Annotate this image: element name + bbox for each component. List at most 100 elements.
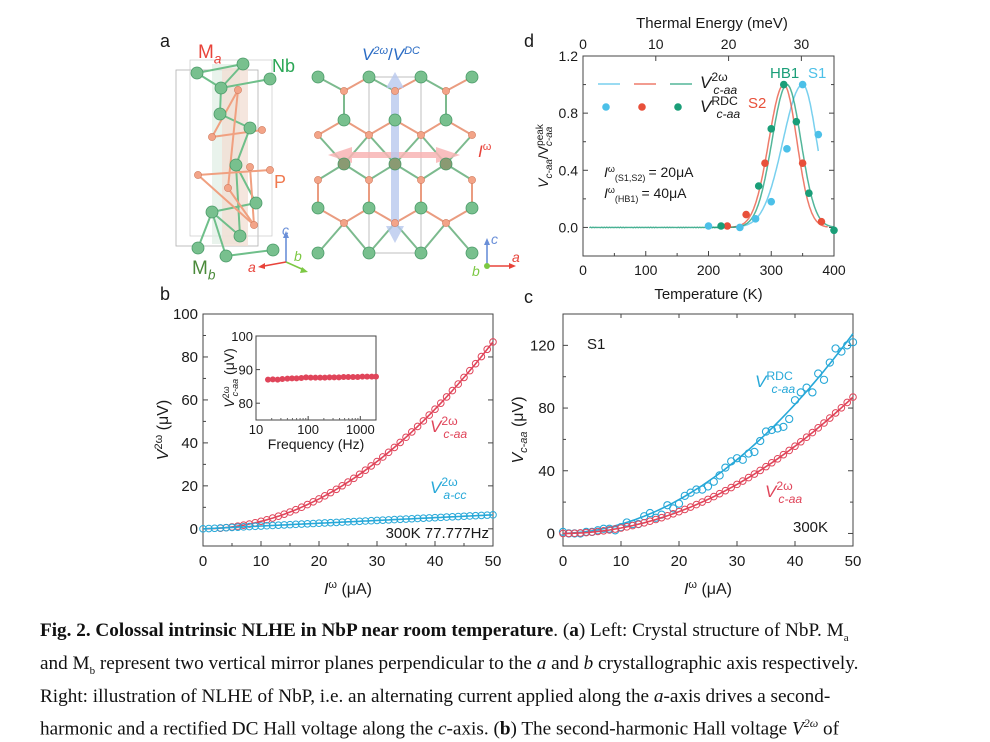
nb-bond xyxy=(225,249,274,257)
inset-y-axis-label: V2ωc-aa (μV) xyxy=(221,348,240,408)
axis-a-label: a xyxy=(248,259,256,275)
nb-atom xyxy=(362,70,376,84)
caption-text: harmonic and a rectified DC Hall voltage… xyxy=(40,718,439,740)
inset-data-point xyxy=(354,373,361,380)
label-main: V xyxy=(700,97,713,116)
data-point-2w xyxy=(744,473,753,482)
y-tick-label: 40 xyxy=(538,463,555,480)
data-point xyxy=(384,516,393,524)
data-point xyxy=(367,462,376,470)
x-tick-label: 0 xyxy=(199,553,207,570)
caption-sup: 2ω xyxy=(803,715,819,730)
p-atom xyxy=(250,221,258,229)
p-atom xyxy=(442,219,450,227)
data-point-hb1 xyxy=(830,226,838,235)
label-main: V xyxy=(510,452,527,464)
data-point-2w xyxy=(634,520,643,529)
data-point-rdc xyxy=(756,436,765,446)
inset-data-point xyxy=(298,375,305,381)
label-part: / xyxy=(388,45,393,64)
axis-c-head xyxy=(283,231,289,238)
label-mirror-mb-text: Mb xyxy=(192,258,216,283)
label-slash: /V xyxy=(535,145,551,159)
inset-data-point xyxy=(373,373,379,380)
axis-b-head xyxy=(300,267,308,273)
nb-atom xyxy=(465,246,479,260)
label-sup: 2ω xyxy=(153,434,165,449)
data-point-s2 xyxy=(723,222,732,230)
data-point-2w xyxy=(565,529,573,538)
data-point-s1 xyxy=(704,222,713,230)
label-part: 2ω xyxy=(372,45,388,57)
data-point-2w xyxy=(762,462,770,471)
y-axis-label: Vc-aa (μV) xyxy=(510,396,530,463)
data-point xyxy=(442,393,451,401)
data-point-rdc xyxy=(558,527,568,537)
nb-atom xyxy=(311,70,325,84)
data-point xyxy=(344,518,352,526)
data-point-rdc xyxy=(808,388,817,397)
data-point xyxy=(199,525,207,533)
fit-line-a-cc xyxy=(202,514,494,530)
label-sup: peak xyxy=(535,123,546,146)
nb-atom xyxy=(414,70,428,84)
label-main: V xyxy=(430,478,443,497)
annotation-conditions: 300K 77.777Hz xyxy=(386,525,489,542)
series-label-c-aa-text: V2ω c-aa xyxy=(430,414,467,441)
legend-label-rdc: VRDC c-aa xyxy=(700,94,740,121)
data-point-2w xyxy=(814,424,823,432)
data-point-2w xyxy=(797,437,805,446)
nb-atom xyxy=(388,157,402,171)
data-point-rdc xyxy=(819,375,829,384)
label-sub: c-aa xyxy=(778,492,802,506)
p-atom xyxy=(266,166,274,174)
data-point-2w xyxy=(582,528,591,537)
data-point xyxy=(361,466,370,475)
caption-title: Fig. 2. Colossal intrinsic NLHE in NbP n… xyxy=(40,620,554,641)
data-point-rdc xyxy=(814,369,823,378)
data-point xyxy=(355,470,364,479)
data-point-2w xyxy=(594,527,602,536)
p-bond xyxy=(249,166,255,226)
data-point-2w xyxy=(623,523,631,531)
data-point xyxy=(489,511,497,519)
nb-atom xyxy=(214,81,228,95)
data-point xyxy=(396,515,405,524)
label-sup: ω xyxy=(688,579,697,591)
p-atom xyxy=(468,176,476,184)
data-point-rdc xyxy=(790,396,800,405)
label-main: V xyxy=(765,482,778,501)
nb-atom xyxy=(236,57,250,71)
label-sub: a xyxy=(214,52,222,67)
axis-b-label: b xyxy=(472,263,480,279)
data-point xyxy=(419,514,428,523)
series-label-hb1: HB1 xyxy=(770,65,799,82)
data-point-rdc xyxy=(796,388,805,397)
x-tick-label: 200 xyxy=(697,262,721,278)
data-point xyxy=(390,443,399,452)
data-point xyxy=(448,386,457,395)
caption-italic: V xyxy=(792,718,804,740)
data-point-rdc xyxy=(732,454,742,463)
x-tick-label: 20 xyxy=(671,553,688,570)
label-main: V xyxy=(155,448,172,460)
data-point xyxy=(384,448,393,457)
label-sup: ω xyxy=(608,185,615,195)
top-x-tick-label: 0 xyxy=(579,36,587,52)
p-atom xyxy=(194,171,202,179)
inset-data-point xyxy=(265,376,272,383)
p-bond xyxy=(317,134,345,165)
caption-line-3: Right: illustration of NLHE of NbP, i.e.… xyxy=(40,684,945,710)
inset-data-point xyxy=(321,374,328,381)
label-main: M xyxy=(198,42,214,63)
nb-atom xyxy=(219,249,233,263)
x-tick-label: 100 xyxy=(634,262,658,278)
label-part: V xyxy=(393,45,406,64)
panel-label-a: a xyxy=(160,31,171,51)
inset-data-point xyxy=(345,373,352,380)
label-sub: c-aa xyxy=(713,83,737,97)
